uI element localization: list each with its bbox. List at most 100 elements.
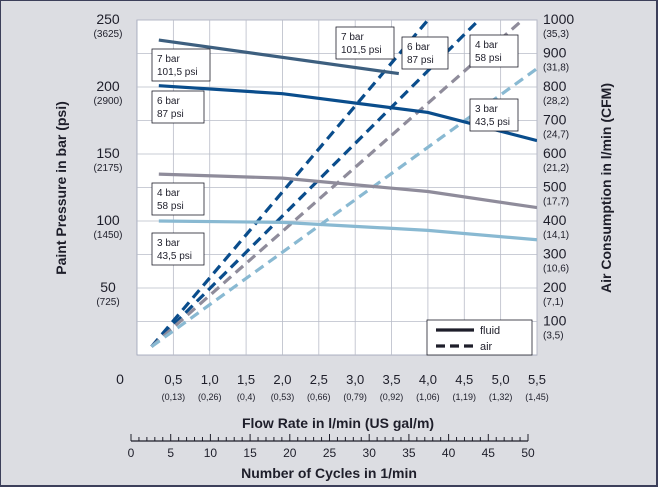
- fluid-line: [158, 219, 537, 242]
- x-tick-sublabel: (0,92): [380, 392, 404, 402]
- x2-tick-label: 35: [402, 446, 416, 460]
- y2-tick-label: 700: [543, 112, 567, 128]
- x-tick-sublabel: (0,66): [307, 392, 331, 402]
- air-series-label-box: [469, 34, 519, 68]
- y2-tick-label: 1000: [543, 11, 574, 27]
- x-tick-label: 3,0: [346, 372, 364, 387]
- y2-axis-title: Air Consumption in l/min (CFM): [598, 83, 614, 293]
- legend-box: [426, 319, 533, 356]
- fluid-series-label-psi: 87 psi: [157, 109, 184, 120]
- fluid-series-label-pressure: 4 bar: [157, 188, 180, 199]
- x-tick-label: 5,0: [492, 372, 510, 387]
- x-tick-label: 3,5: [383, 372, 401, 387]
- air-series-label-pressure: 4 bar: [475, 40, 498, 51]
- x-tick-sublabel: (1,45): [525, 392, 549, 402]
- fluid-series-label-pressure: 7 bar: [157, 54, 180, 65]
- air-series-label-psi: 43,5 psi: [475, 117, 510, 128]
- x-tick-label: 2,5: [310, 372, 328, 387]
- y-tick-sublabel: (1450): [94, 230, 123, 241]
- y2-tick-sublabel: (7,1): [543, 297, 564, 308]
- fluid-line: [158, 172, 537, 210]
- air-series-label-pressure: 6 bar: [407, 42, 430, 53]
- y2-tick-sublabel: (24,7): [543, 130, 569, 141]
- y2-tick-sublabel: (17,7): [543, 197, 569, 208]
- y-tick-label: 150: [96, 145, 120, 161]
- x2-tick-label: 40: [442, 446, 456, 460]
- y2-tick-label: 900: [543, 45, 567, 61]
- y2-tick-label: 300: [543, 246, 567, 262]
- fluid-line: [158, 38, 400, 76]
- air-series-label-psi: 87 psi: [407, 55, 434, 66]
- x2-tick-label: 45: [482, 446, 496, 460]
- air-line: [150, 20, 430, 348]
- x-tick-sublabel: (0,26): [198, 392, 222, 402]
- x-zero-label: 0: [116, 371, 124, 387]
- y-tick-sublabel: (725): [96, 297, 119, 308]
- air-series-label-psi: 58 psi: [475, 53, 502, 64]
- y-tick-sublabel: (2175): [94, 163, 123, 174]
- fluid-series-label-psi: 58 psi: [157, 201, 184, 212]
- air-series-label-box: [401, 36, 449, 70]
- x2-tick-label: 20: [283, 446, 297, 460]
- x-axis-title: Flow Rate in l/min (US gal/m): [242, 415, 434, 431]
- y2-tick-sublabel: (14,1): [543, 230, 569, 241]
- x-tick-label: 1,0: [201, 372, 219, 387]
- x-tick-sublabel: (0,53): [271, 392, 295, 402]
- fluid-series-label-psi: 101,5 psi: [157, 67, 198, 78]
- x-tick-sublabel: (1,06): [416, 392, 440, 402]
- x2-axis-title: Number of Cycles in 1/min: [241, 465, 417, 481]
- y-tick-label: 50: [100, 279, 116, 295]
- fluid-series-label-pressure: 6 bar: [157, 96, 180, 107]
- x-tick-label: 4,5: [455, 372, 473, 387]
- x-tick-sublabel: (0,13): [162, 392, 186, 402]
- fluid-series-label-box: [151, 90, 205, 124]
- legend-fluid-label: fluid: [480, 325, 500, 337]
- fluid-series-label-box: [151, 182, 205, 216]
- air-series-label-psi: 101,5 psi: [341, 45, 382, 56]
- x-tick-sublabel: (1,32): [489, 392, 513, 402]
- y2-tick-sublabel: (31,8): [543, 63, 569, 74]
- y-tick-label: 200: [96, 78, 120, 94]
- air-series-label-box: [335, 26, 395, 60]
- x-tick-label: 4,0: [419, 372, 437, 387]
- y2-tick-label: 400: [543, 212, 567, 228]
- air-series-label-box: [469, 98, 519, 132]
- y2-tick-label: 500: [543, 179, 567, 195]
- y2-tick-label: 100: [543, 313, 567, 329]
- legend-air-label: air: [480, 341, 493, 353]
- air-series-label-pressure: 3 bar: [475, 104, 498, 115]
- y-tick-label: 250: [96, 11, 120, 27]
- x2-tick-label: 0: [128, 446, 135, 460]
- air-series-label-pressure: 7 bar: [341, 32, 364, 43]
- fluid-series-label-box: [151, 48, 211, 82]
- y2-tick-label: 200: [543, 279, 567, 295]
- y2-tick-sublabel: (35,3): [543, 29, 569, 40]
- x2-tick-label: 50: [521, 446, 535, 460]
- fluid-series-label-box: [151, 232, 205, 266]
- x-tick-label: 0,5: [164, 372, 182, 387]
- x-tick-label: 5,5: [528, 372, 546, 387]
- x2-tick-label: 10: [204, 446, 218, 460]
- y2-tick-sublabel: (28,2): [543, 96, 569, 107]
- fluid-series-label-pressure: 3 bar: [157, 238, 180, 249]
- fluid-series-label-psi: 43,5 psi: [157, 251, 192, 262]
- x2-tick-label: 25: [323, 446, 337, 460]
- x-tick-sublabel: (0,4): [237, 392, 256, 402]
- x-tick-label: 2,0: [273, 372, 291, 387]
- x-tick-label: 1,5: [237, 372, 255, 387]
- y2-tick-label: 600: [543, 145, 567, 161]
- y2-tick-sublabel: (21,2): [543, 163, 569, 174]
- x2-tick-label: 15: [243, 446, 257, 460]
- y-axis-title: Paint Pressure in bar (psi): [53, 101, 69, 275]
- y2-tick-label: 800: [543, 78, 567, 94]
- x2-tick-label: 5: [167, 446, 174, 460]
- y2-tick-sublabel: (10,6): [543, 264, 569, 275]
- y-tick-sublabel: (3625): [94, 29, 123, 40]
- x-tick-sublabel: (1,19): [453, 392, 477, 402]
- y2-tick-sublabel: (3,5): [543, 331, 564, 342]
- y-tick-label: 100: [96, 212, 120, 228]
- x-tick-sublabel: (0,79): [343, 392, 367, 402]
- air-line: [150, 20, 480, 348]
